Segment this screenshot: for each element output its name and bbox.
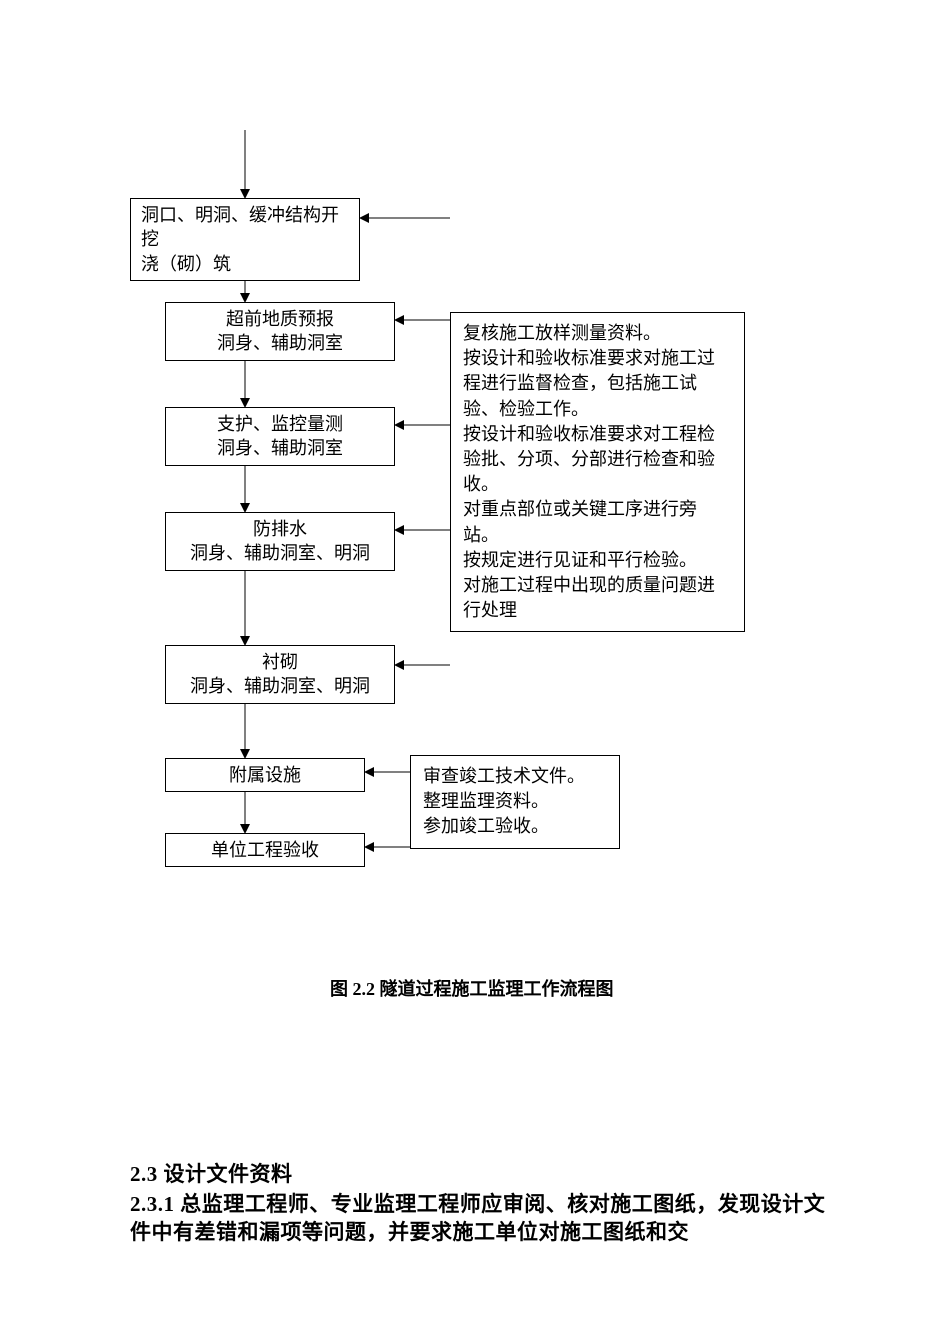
flow-node-line: 附属设施 <box>229 763 301 787</box>
flow-node: 超前地质预报洞身、辅助洞室 <box>165 302 395 361</box>
flow-note-line: 按设计和验收标准要求对施工过程进行监督检查，包括施工试验、检验工作。 <box>463 346 732 422</box>
flow-node-line: 浇（砌）筑 <box>141 252 349 276</box>
flow-note-line: 参加竣工验收。 <box>423 814 607 839</box>
flow-node-line: 防排水 <box>253 517 307 541</box>
flow-note: 审查竣工技术文件。整理监理资料。参加竣工验收。 <box>410 755 620 849</box>
flow-node-line: 衬砌 <box>262 650 298 674</box>
flow-node-line: 洞口、明洞、缓冲结构开挖 <box>141 203 349 252</box>
flow-node-line: 洞身、辅助洞室、明洞 <box>190 541 370 565</box>
flow-note-line: 整理监理资料。 <box>423 789 607 814</box>
flow-node-line: 洞身、辅助洞室、明洞 <box>190 674 370 698</box>
section-heading: 2.3 设计文件资料 <box>130 1160 830 1188</box>
flow-node-line: 洞身、辅助洞室 <box>217 436 343 460</box>
flow-node-line: 洞身、辅助洞室 <box>217 331 343 355</box>
flow-node: 单位工程验收 <box>165 833 365 867</box>
page: 洞口、明洞、缓冲结构开挖浇（砌）筑超前地质预报洞身、辅助洞室支护、监控量测洞身、… <box>0 0 950 1344</box>
section-paragraph: 2.3.1 总监理工程师、专业监理工程师应审阅、核对施工图纸，发现设计文件中有差… <box>130 1190 830 1247</box>
flow-node: 附属设施 <box>165 758 365 792</box>
flow-node-line: 支护、监控量测 <box>217 412 343 436</box>
flow-note: 复核施工放样测量资料。按设计和验收标准要求对施工过程进行监督检查，包括施工试验、… <box>450 312 745 632</box>
flow-note-line: 按规定进行见证和平行检验。 <box>463 548 732 573</box>
flow-note-line: 审查竣工技术文件。 <box>423 764 607 789</box>
flow-node: 衬砌洞身、辅助洞室、明洞 <box>165 645 395 704</box>
figure-caption: 图 2.2 隧道过程施工监理工作流程图 <box>330 975 614 1001</box>
flow-node: 洞口、明洞、缓冲结构开挖浇（砌）筑 <box>130 198 360 281</box>
flow-node-line: 超前地质预报 <box>226 307 334 331</box>
flow-node-line: 单位工程验收 <box>211 838 319 862</box>
flow-node: 防排水洞身、辅助洞室、明洞 <box>165 512 395 571</box>
flow-note-line: 复核施工放样测量资料。 <box>463 321 732 346</box>
flow-note-line: 按设计和验收标准要求对工程检验批、分项、分部进行检查和验收。 <box>463 422 732 498</box>
flow-node: 支护、监控量测洞身、辅助洞室 <box>165 407 395 466</box>
flow-note-line: 对重点部位或关键工序进行旁站。 <box>463 497 732 547</box>
flow-note-line: 对施工过程中出现的质量问题进行处理 <box>463 573 732 623</box>
